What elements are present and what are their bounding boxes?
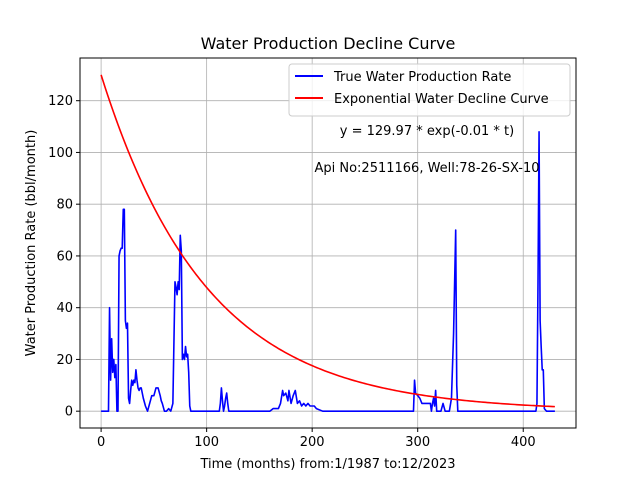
x-tick-label: 100 bbox=[194, 435, 219, 450]
x-tick-label: 200 bbox=[300, 435, 325, 450]
axis-ticks: 0 100 200 300 400 0 20 40 60 80 100 120 bbox=[48, 94, 535, 450]
legend-box bbox=[288, 63, 571, 117]
plot-frame bbox=[79, 57, 577, 429]
legend-label-true-rate: True Water Production Rate bbox=[333, 70, 511, 85]
legend: True Water Production Rate Exponential W… bbox=[288, 63, 571, 117]
series-line-true-water-rate bbox=[101, 130, 555, 412]
legend-label-decline-curve: Exponential Water Decline Curve bbox=[334, 92, 549, 107]
equation-annotation: y = 129.97 * exp(-0.01 * t) bbox=[340, 124, 514, 139]
y-tick-label: 120 bbox=[48, 94, 73, 109]
y-tick-label: 40 bbox=[56, 301, 73, 316]
y-axis-title: Water Production Rate (bbl/month) bbox=[24, 130, 39, 357]
y-tick-label: 80 bbox=[56, 198, 73, 213]
y-tick-label: 0 bbox=[65, 405, 73, 420]
x-tick-label: 300 bbox=[405, 435, 430, 450]
x-axis-title: Time (months) from:1/1987 to:12/2023 bbox=[199, 457, 455, 472]
y-tick-label: 100 bbox=[48, 146, 73, 161]
series-layer bbox=[100, 74, 555, 412]
grid bbox=[80, 58, 576, 428]
y-tick-label: 20 bbox=[56, 353, 73, 368]
x-tick-label: 400 bbox=[511, 435, 536, 450]
x-tick-label: 0 bbox=[97, 435, 105, 450]
chart-title: Water Production Decline Curve bbox=[201, 34, 456, 53]
series-line-exponential-decline bbox=[100, 74, 555, 408]
y-tick-label: 60 bbox=[56, 249, 73, 264]
well-annotation: Api No:2511166, Well:78-26-SX-10 bbox=[314, 161, 539, 176]
